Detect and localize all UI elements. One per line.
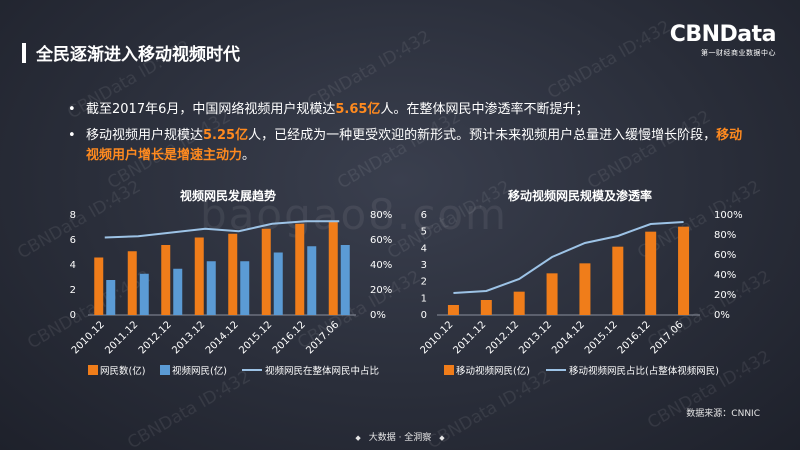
highlight-text: 移动视频用户增长是增速主动力 bbox=[86, 128, 743, 163]
legend-label: 视频网民在整体网民中占比 bbox=[265, 365, 379, 377]
y2-tick-label: 80% bbox=[714, 230, 736, 241]
y-tick-label: 2 bbox=[70, 285, 76, 296]
bar bbox=[340, 245, 350, 315]
bar bbox=[579, 263, 591, 315]
x-tick-label: 2016.12 bbox=[616, 319, 653, 356]
logo-subtitle: 第一财经商业数据中心 bbox=[701, 49, 776, 57]
series-line bbox=[453, 221, 684, 294]
y-tick-label: 2 bbox=[421, 277, 427, 288]
bar bbox=[295, 223, 305, 315]
x-tick-label: 2014.12 bbox=[550, 319, 587, 356]
page-title-bar: 全民逐渐进入移动视频时代 bbox=[22, 40, 240, 65]
bullet-item: 移动视频用户规模达5.25亿人，已经成为一种更受欢迎的新形式。预计未来视频用户总… bbox=[68, 126, 748, 166]
highlight-value: 5.25亿 bbox=[203, 128, 249, 143]
diamond-icon: ◆ bbox=[355, 434, 361, 442]
bullet-list: 截至2017年6月，中国网络视频用户规模达5.65亿人。在整体网民中渗透率不断提… bbox=[68, 100, 748, 172]
page-title: 全民逐渐进入移动视频时代 bbox=[36, 45, 240, 65]
bar bbox=[328, 221, 338, 315]
y-tick-label: 0 bbox=[421, 310, 427, 321]
y-tick-label: 5 bbox=[421, 227, 427, 238]
legend-label: 网民数(亿) bbox=[100, 365, 145, 377]
y-tick-label: 6 bbox=[421, 210, 427, 221]
bar bbox=[546, 273, 558, 315]
y2-tick-label: 80% bbox=[370, 210, 392, 221]
brand-logo: CBNData 第一财经商业数据中心 bbox=[669, 22, 777, 58]
y-tick-label: 0 bbox=[70, 310, 76, 321]
bullet-text: 。 bbox=[242, 148, 256, 163]
y-tick-label: 3 bbox=[421, 260, 427, 271]
y2-tick-label: 20% bbox=[714, 290, 736, 301]
y-tick-label: 4 bbox=[421, 243, 427, 254]
bar bbox=[206, 261, 216, 315]
y2-tick-label: 60% bbox=[714, 250, 736, 261]
logo-text: CBNData bbox=[669, 22, 777, 47]
bar bbox=[261, 228, 271, 315]
footer: ◆ 大数据 · 全洞察 ◆ bbox=[0, 430, 800, 443]
bar bbox=[513, 291, 525, 315]
diamond-icon: ◆ bbox=[439, 434, 445, 442]
bar bbox=[307, 246, 317, 315]
bar bbox=[645, 231, 657, 315]
y-tick-label: 1 bbox=[421, 293, 427, 304]
y2-tick-label: 0% bbox=[714, 310, 730, 321]
legend-swatch bbox=[160, 365, 170, 375]
legend-label: 移动视频网民占比(占整体视频网民) bbox=[569, 365, 719, 377]
data-source: 数据来源：CNNIC bbox=[686, 409, 760, 419]
chart-title-left: 视频网民发展趋势 bbox=[180, 189, 277, 203]
x-tick-label: 2013.12 bbox=[517, 319, 554, 356]
bar bbox=[447, 305, 459, 315]
bullet-text: 截至2017年6月，中国网络视频用户规模达 bbox=[86, 102, 336, 117]
bar bbox=[127, 251, 137, 315]
y-tick-label: 4 bbox=[70, 260, 76, 271]
legend-swatch bbox=[88, 365, 98, 375]
bullet-item: 截至2017年6月，中国网络视频用户规模达5.65亿人。在整体网民中渗透率不断提… bbox=[68, 100, 748, 120]
chart-title-right: 移动视频网民规模及渗透率 bbox=[508, 189, 653, 203]
y2-tick-label: 20% bbox=[370, 285, 392, 296]
x-tick-label: 2010.12 bbox=[419, 319, 456, 356]
x-tick-label: 2011.12 bbox=[451, 319, 488, 356]
bar bbox=[228, 233, 238, 315]
y2-tick-label: 60% bbox=[370, 235, 392, 246]
legend-swatch bbox=[444, 365, 454, 375]
footer-text: 大数据 · 全洞察 bbox=[368, 433, 432, 443]
bar bbox=[678, 226, 690, 315]
highlight-value: 5.65亿 bbox=[335, 102, 381, 117]
y-tick-label: 6 bbox=[70, 235, 76, 246]
x-tick-label: 2012.12 bbox=[484, 319, 521, 356]
bullet-text: 人。在整体网民中渗透率不断提升； bbox=[380, 102, 589, 117]
x-tick-label: 2015.12 bbox=[583, 319, 620, 356]
x-tick-label: 2017.06 bbox=[649, 319, 686, 356]
legend-label: 视频网民(亿) bbox=[172, 365, 227, 377]
bar bbox=[139, 273, 149, 315]
bar bbox=[94, 257, 104, 315]
bar bbox=[612, 246, 624, 315]
title-accent-bar bbox=[22, 42, 26, 63]
bar bbox=[161, 245, 171, 315]
bar bbox=[273, 252, 283, 315]
bar bbox=[240, 261, 250, 315]
y2-tick-label: 0% bbox=[370, 310, 386, 321]
bar bbox=[480, 300, 492, 315]
bar bbox=[194, 237, 204, 315]
y2-tick-label: 100% bbox=[714, 210, 743, 221]
legend-label: 移动视频网民(亿) bbox=[456, 365, 530, 377]
bullet-text: 人，已经成为一种更受欢迎的新形式。预计未来视频用户总量进入缓慢增长阶段， bbox=[248, 128, 717, 143]
y2-tick-label: 40% bbox=[714, 270, 736, 281]
bar bbox=[106, 280, 116, 315]
bullet-text: 移动视频用户规模达 bbox=[86, 128, 204, 143]
y2-tick-label: 40% bbox=[370, 260, 392, 271]
y-tick-label: 8 bbox=[70, 210, 76, 221]
series-line bbox=[104, 220, 340, 239]
bar bbox=[173, 268, 183, 315]
